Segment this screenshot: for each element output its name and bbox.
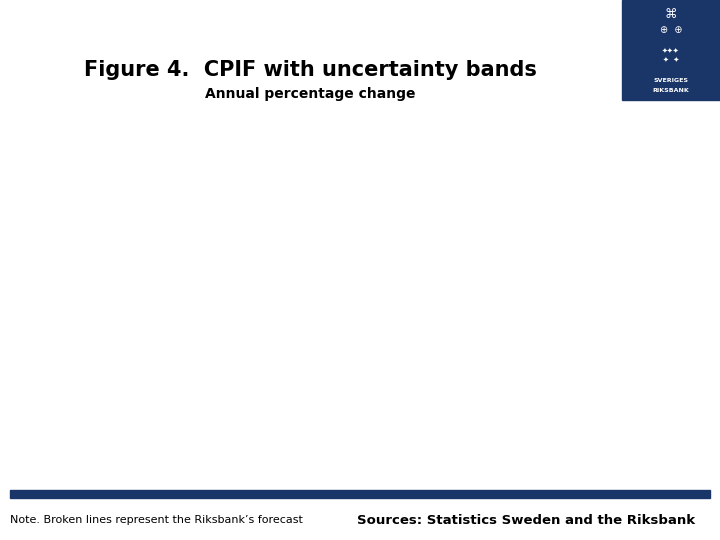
- Text: SVERIGES: SVERIGES: [654, 78, 688, 83]
- Text: Note. Broken lines represent the Riksbank’s forecast: Note. Broken lines represent the Riksban…: [10, 515, 303, 525]
- Text: ⌘: ⌘: [665, 9, 678, 22]
- Bar: [622, 0, 720, 100]
- Text: ⊕  ⊕: ⊕ ⊕: [660, 25, 683, 35]
- Bar: [10, 490, 710, 498]
- Text: RIKSBANK: RIKSBANK: [652, 87, 689, 92]
- Text: ✦✦✦
✦  ✦: ✦✦✦ ✦ ✦: [662, 48, 680, 62]
- Text: Annual percentage change: Annual percentage change: [204, 87, 415, 101]
- Text: Figure 4.  CPIF with uncertainty bands: Figure 4. CPIF with uncertainty bands: [84, 60, 536, 80]
- Text: Sources: Statistics Sweden and the Riksbank: Sources: Statistics Sweden and the Riksb…: [357, 514, 695, 526]
